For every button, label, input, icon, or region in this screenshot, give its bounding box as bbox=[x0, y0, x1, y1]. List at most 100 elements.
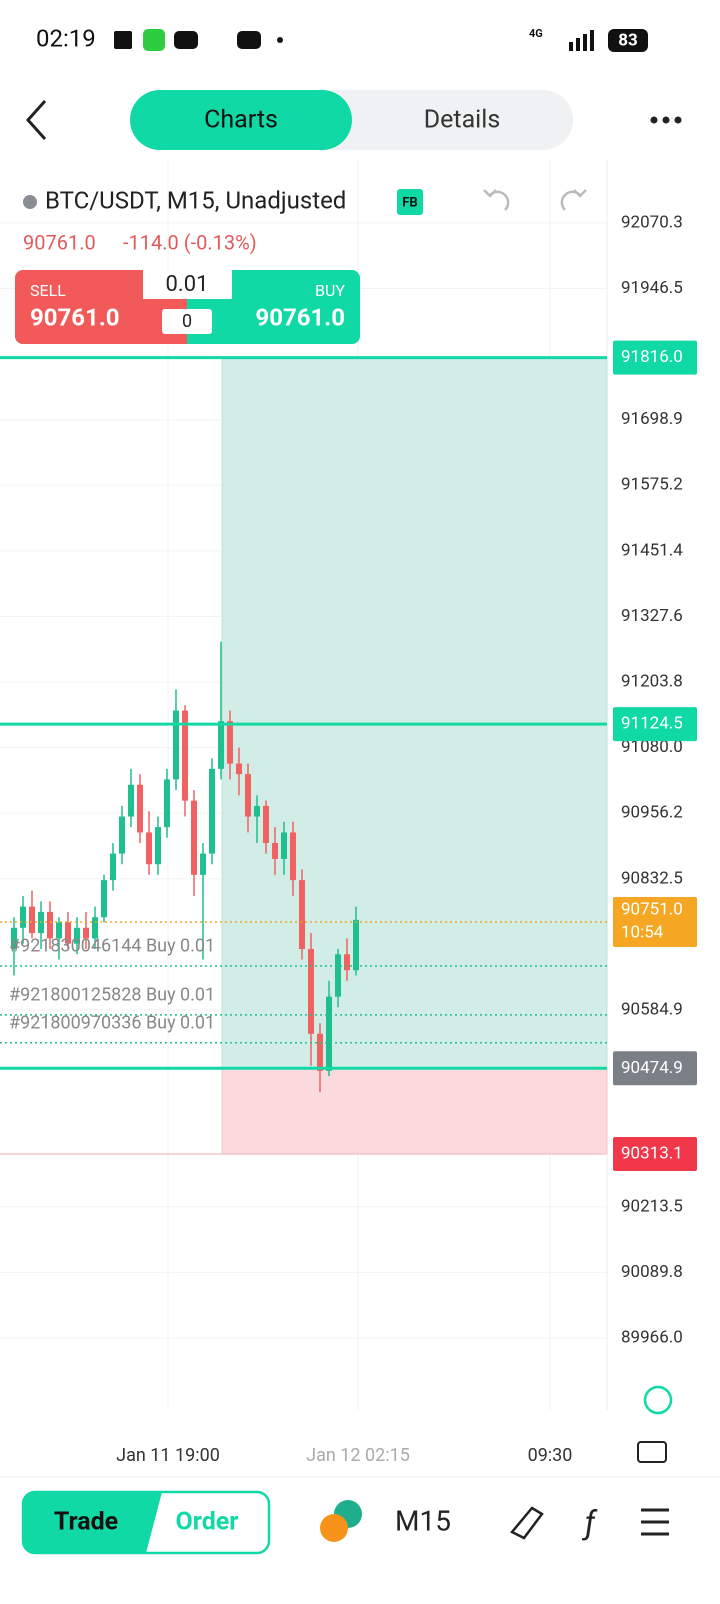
candle-body bbox=[317, 1033, 323, 1071]
order-label: #921830046144 Buy 0.01 bbox=[9, 936, 215, 957]
trade-active[interactable] bbox=[23, 1492, 162, 1553]
candle-body bbox=[335, 954, 341, 997]
trade-button[interactable]: Trade bbox=[54, 1508, 118, 1537]
dot bbox=[277, 37, 283, 43]
undo-button[interactable] bbox=[483, 189, 510, 211]
candle-body bbox=[353, 919, 359, 971]
stop_loss-marker bbox=[613, 1137, 697, 1172]
candle-body bbox=[344, 954, 350, 971]
candle-body bbox=[281, 832, 287, 859]
y-tick-label: 90089.8 bbox=[621, 1262, 683, 1282]
fb-icon bbox=[114, 31, 132, 49]
btc-icon bbox=[320, 1514, 348, 1542]
candle-body bbox=[308, 948, 314, 1034]
network: 4G bbox=[529, 27, 543, 40]
battery bbox=[608, 29, 648, 52]
stop_loss-label: 90313.1 bbox=[621, 1143, 683, 1163]
redo-button[interactable] bbox=[560, 189, 587, 211]
entry-marker bbox=[613, 1051, 697, 1086]
candle-body bbox=[236, 763, 242, 775]
y-tick-label: 91575.2 bbox=[621, 475, 683, 495]
entry-label: 90474.9 bbox=[621, 1058, 683, 1078]
buy-label: BUY bbox=[315, 281, 345, 300]
candle-body bbox=[263, 805, 269, 844]
candle-body bbox=[92, 917, 98, 939]
candle-body bbox=[11, 927, 17, 949]
countdown: 10:54 bbox=[621, 922, 664, 942]
badge: FB bbox=[402, 195, 417, 210]
candle-body bbox=[326, 996, 332, 1071]
last_price-marker bbox=[613, 896, 697, 947]
fullscreen-button bbox=[637, 1441, 667, 1463]
order-label: #921800125828 Buy 0.01 bbox=[9, 985, 215, 1006]
y-tick-label: 89966.0 bbox=[621, 1327, 683, 1347]
candle-body bbox=[254, 805, 260, 817]
status-time: 02:19 bbox=[36, 24, 96, 52]
last_price-label: 90751.0 bbox=[621, 899, 683, 919]
timeframe[interactable]: M15 bbox=[395, 1504, 451, 1537]
candle-body bbox=[245, 774, 251, 817]
candle-body bbox=[47, 911, 53, 939]
level-label: 91124.5 bbox=[621, 714, 683, 734]
candle-body bbox=[128, 784, 134, 817]
back-button[interactable] bbox=[25, 99, 47, 141]
sell-price: 90761.0 bbox=[30, 303, 120, 331]
candle-body bbox=[137, 784, 143, 833]
spread: 0 bbox=[182, 311, 192, 332]
loss-zone bbox=[221, 1067, 608, 1155]
quote-change: -114.0 (-0.13%) bbox=[123, 230, 257, 254]
x-tick-label: Jan 12 02:15 bbox=[306, 1445, 410, 1466]
chart: Jan 11 19:00 Jan 12 02:15 09:30 92070.3 9194… bbox=[0, 160, 697, 1466]
yt-icon bbox=[237, 31, 261, 49]
take_profit-marker bbox=[613, 340, 697, 375]
symbol: BTC/USDT, M15, Unadjusted bbox=[45, 186, 346, 214]
badge-bg bbox=[397, 189, 423, 215]
menu-button[interactable] bbox=[641, 1508, 669, 1536]
candle-body bbox=[74, 927, 80, 944]
reset-button[interactable] bbox=[643, 1385, 673, 1415]
y-tick-label: 90584.9 bbox=[621, 999, 683, 1019]
more-button[interactable] bbox=[650, 116, 682, 124]
take_profit-label: 91816.0 bbox=[621, 347, 683, 367]
y-tick-label: 91327.6 bbox=[621, 606, 683, 626]
battery-level: 83 bbox=[618, 30, 638, 50]
x-tick-label: 09:30 bbox=[528, 1445, 573, 1466]
y-tick-label: 90956.2 bbox=[621, 803, 683, 823]
indicator-tool[interactable]: ƒ bbox=[582, 1503, 598, 1541]
tab[interactable]: Details bbox=[424, 106, 501, 135]
candle-body bbox=[191, 800, 197, 875]
y-tick-label: 91698.9 bbox=[621, 409, 683, 429]
candle-body bbox=[146, 832, 152, 865]
candle-body bbox=[182, 710, 188, 801]
lot-input[interactable] bbox=[143, 270, 232, 299]
y-tick-label: 91451.4 bbox=[621, 540, 683, 560]
candle-body bbox=[173, 710, 179, 780]
lot: 0.01 bbox=[166, 272, 209, 297]
candle-body bbox=[110, 853, 116, 881]
draw-tool[interactable] bbox=[510, 1506, 544, 1540]
tab[interactable]: Charts bbox=[204, 106, 278, 135]
candle-body bbox=[119, 816, 125, 854]
candle-body bbox=[29, 906, 35, 934]
candle-body bbox=[227, 721, 233, 764]
quote-price: 90761.0 bbox=[23, 230, 96, 254]
spread-box bbox=[162, 309, 212, 334]
candle-body bbox=[101, 880, 107, 918]
buy-price: 90761.0 bbox=[255, 303, 345, 331]
y-tick-label: 91946.5 bbox=[621, 278, 683, 298]
candle-body bbox=[20, 906, 26, 928]
y-tick-label: 90832.5 bbox=[621, 868, 683, 888]
candle-body bbox=[83, 927, 89, 939]
y-tick-label: 91203.8 bbox=[621, 672, 683, 692]
level-marker bbox=[613, 707, 697, 742]
y-tick-label: 91080.0 bbox=[621, 737, 683, 757]
yt-icon bbox=[174, 31, 198, 49]
tab-active[interactable] bbox=[130, 90, 352, 150]
candle-body bbox=[200, 853, 206, 875]
candle-body bbox=[218, 721, 224, 769]
profit-zone bbox=[221, 357, 608, 1069]
y-tick-label: 92070.3 bbox=[621, 212, 683, 232]
order-button[interactable]: Order bbox=[176, 1508, 239, 1537]
